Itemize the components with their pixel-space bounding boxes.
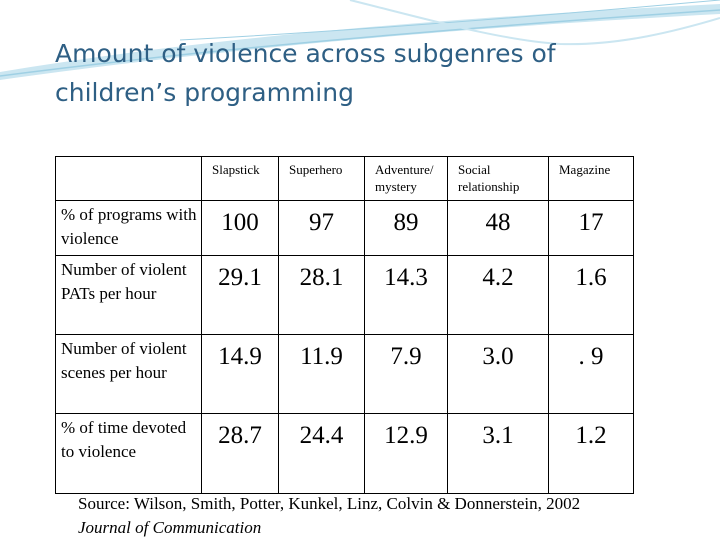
header-swoosh-decoration: [0, 0, 720, 80]
slide-title: Amount of violence across subgenres of c…: [55, 34, 695, 112]
table-cell: 89: [364, 200, 448, 256]
column-header-adventure-mystery: Adventure/mystery: [364, 156, 448, 201]
table-cell: 7.9: [364, 334, 448, 414]
journal-name: Journal of Communication: [78, 518, 262, 537]
table-cell: 48: [447, 200, 549, 256]
citation-text: Source: Wilson, Smith, Potter, Kunkel, L…: [78, 494, 581, 513]
table-cell: 17: [548, 200, 634, 256]
row-label: % of programs with violence: [55, 200, 202, 256]
column-header-social-relationship: Social relationship: [447, 156, 549, 201]
table-cell: 4.2: [447, 255, 549, 335]
source-citation: Source: Wilson, Smith, Potter, Kunkel, L…: [78, 492, 698, 540]
table-cell: 14.3: [364, 255, 448, 335]
table-row: Number of violent PATs per hour 29.1 28.…: [55, 255, 634, 335]
slide-title-line: children’s programming: [55, 78, 354, 107]
swoosh-line: [0, 9, 720, 77]
table-cell: 14.9: [201, 334, 279, 414]
column-header-superhero: Superhero: [278, 156, 365, 201]
slide-title-line: Amount of violence across subgenres of: [55, 39, 556, 68]
table-row: % of programs with violence 100 97 89 48…: [55, 200, 634, 256]
table-cell: 97: [278, 200, 365, 256]
row-label: Number of violent scenes per hour: [55, 334, 202, 414]
table-cell: 28.7: [201, 413, 279, 494]
table-cell: 3.1: [447, 413, 549, 494]
violence-data-table: Slapstick Superhero Adventure/mystery So…: [55, 156, 634, 494]
table-cell: 12.9: [364, 413, 448, 494]
column-header-magazine: Magazine: [548, 156, 634, 201]
table-cell: 3.0: [447, 334, 549, 414]
swoosh-curl: [349, 0, 720, 46]
table-cell: 28.1: [278, 255, 365, 335]
table-cell: . 9: [548, 334, 634, 414]
column-header-slapstick: Slapstick: [201, 156, 279, 201]
table-cell: 1.6: [548, 255, 634, 335]
table-cell: 100: [201, 200, 279, 256]
table-cell: 24.4: [278, 413, 365, 494]
table-header-row: Slapstick Superhero Adventure/mystery So…: [55, 156, 634, 201]
header-corner-cell: [55, 156, 202, 201]
table-cell: 11.9: [278, 334, 365, 414]
table-cell: 1.2: [548, 413, 634, 494]
swoosh-line: [179, 0, 720, 41]
row-label: % of time devoted to violence: [55, 413, 202, 494]
row-label: Number of violent PATs per hour: [55, 255, 202, 335]
table-cell: 29.1: [201, 255, 279, 335]
table-row: Number of violent scenes per hour 14.9 1…: [55, 334, 634, 414]
table-row: % of time devoted to violence 28.7 24.4 …: [55, 413, 634, 494]
